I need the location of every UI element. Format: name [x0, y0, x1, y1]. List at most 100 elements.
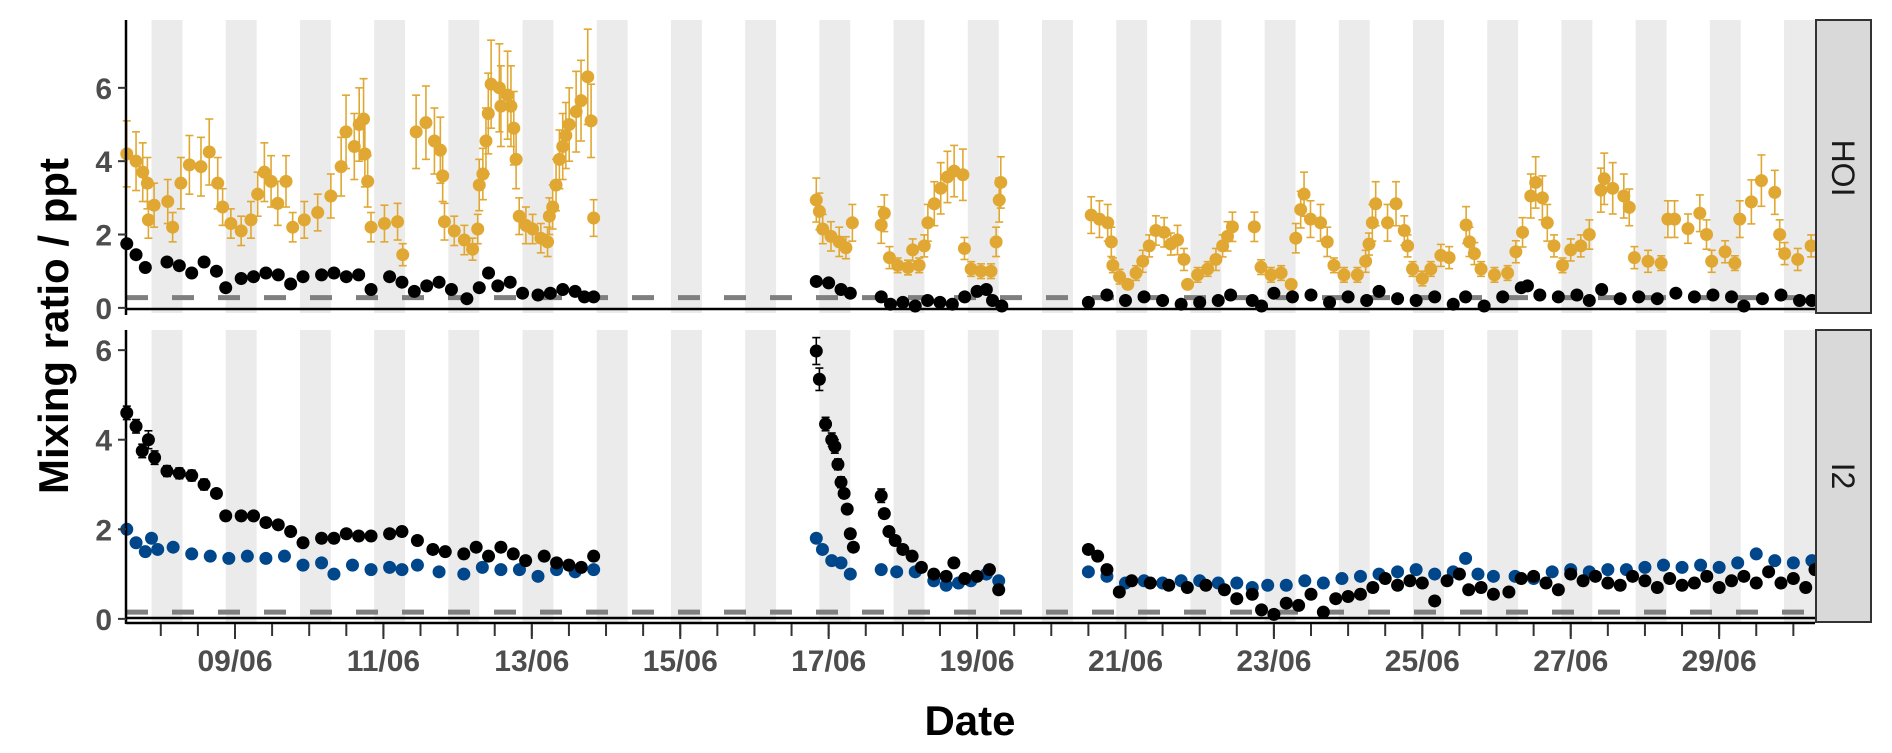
data-point [1279, 596, 1293, 610]
data-point [1601, 563, 1615, 577]
data-point [286, 220, 300, 234]
data-point [1389, 197, 1403, 211]
data-point [327, 567, 341, 581]
data-point [994, 175, 1008, 189]
data-point [240, 549, 254, 563]
data-point [537, 549, 551, 563]
data-point [896, 542, 910, 556]
data-point [247, 270, 261, 284]
data-point [460, 292, 474, 306]
series-black [120, 237, 1819, 313]
data-point [1786, 556, 1800, 570]
data-point [138, 261, 152, 275]
data-point [1462, 583, 1476, 597]
data-point [147, 198, 161, 212]
data-point [1650, 581, 1664, 595]
data-point [1353, 569, 1367, 583]
data-point [519, 554, 533, 568]
data-point [921, 294, 935, 308]
data-point [1327, 258, 1341, 272]
data-point [437, 215, 451, 229]
data-point [559, 129, 573, 143]
strip-label-i2: I2 [1825, 463, 1861, 490]
night-shading-band [374, 330, 406, 622]
data-point [1121, 277, 1135, 291]
data-point [984, 264, 998, 278]
data-point [482, 549, 496, 563]
facet-strip [1815, 329, 1872, 623]
data-point [161, 195, 175, 209]
data-point [1467, 247, 1481, 261]
y-tick-label: 4 [95, 146, 112, 179]
data-point [444, 283, 458, 297]
data-point [809, 193, 823, 207]
data-point [877, 507, 891, 521]
data-point [1773, 228, 1787, 242]
data-point [209, 264, 223, 278]
data-point [1264, 268, 1278, 282]
data-point [1669, 286, 1683, 300]
data-point [1174, 297, 1188, 311]
panel-i2: 0 2 4 6 [95, 329, 1872, 637]
data-point [1793, 294, 1807, 308]
x-tick-label: 25/06 [1385, 645, 1460, 678]
data-point [1381, 216, 1395, 230]
data-point [1209, 252, 1223, 266]
data-point [1626, 569, 1640, 583]
data-point [1341, 589, 1355, 603]
data-point [1446, 297, 1460, 311]
data-point [1261, 578, 1275, 592]
data-point [1137, 290, 1151, 304]
data-point [1113, 270, 1127, 284]
facet-strip [1815, 19, 1872, 314]
data-point [504, 99, 518, 113]
data-point [141, 433, 155, 447]
data-point [479, 134, 493, 148]
data-point [874, 563, 888, 577]
data-point [1329, 592, 1343, 606]
data-point [1737, 299, 1751, 313]
data-point [284, 525, 298, 539]
data-point [1539, 576, 1553, 590]
data-point [1224, 288, 1238, 302]
data-point [339, 527, 353, 541]
data-point [141, 213, 155, 227]
data-point [1314, 216, 1328, 230]
data-point [1397, 223, 1411, 237]
data-point [166, 220, 180, 234]
data-point [296, 270, 310, 284]
data-point [1201, 262, 1215, 276]
data-point [917, 239, 931, 253]
data-point [1391, 578, 1405, 592]
data-point [1535, 191, 1549, 205]
data-point [1353, 587, 1367, 601]
data-point [1527, 569, 1541, 583]
data-point [1360, 294, 1374, 308]
data-point [1081, 295, 1095, 309]
panel-hoi: 0 2 4 6 [95, 19, 1872, 326]
data-point [1474, 262, 1488, 276]
data-point [409, 125, 423, 139]
data-point [1125, 574, 1139, 588]
data-point [1415, 576, 1429, 590]
data-point [512, 209, 526, 223]
data-point [828, 439, 842, 453]
data-point [837, 486, 851, 500]
data-point [874, 489, 888, 503]
data-point [1337, 268, 1351, 282]
data-point [426, 542, 440, 556]
x-tick-label: 11/06 [347, 645, 420, 678]
data-point [982, 563, 996, 577]
data-point [1462, 235, 1476, 249]
data-point [1617, 189, 1631, 203]
night-shading-band [1264, 330, 1296, 622]
data-point [1225, 220, 1239, 234]
data-point [1632, 290, 1646, 304]
data-point [569, 105, 583, 119]
data-point [447, 224, 461, 238]
data-point [395, 563, 409, 577]
x-tick-label: 17/06 [791, 645, 866, 678]
x-tick-label: 09/06 [197, 645, 272, 678]
data-point [1768, 554, 1782, 568]
data-point [327, 266, 341, 280]
